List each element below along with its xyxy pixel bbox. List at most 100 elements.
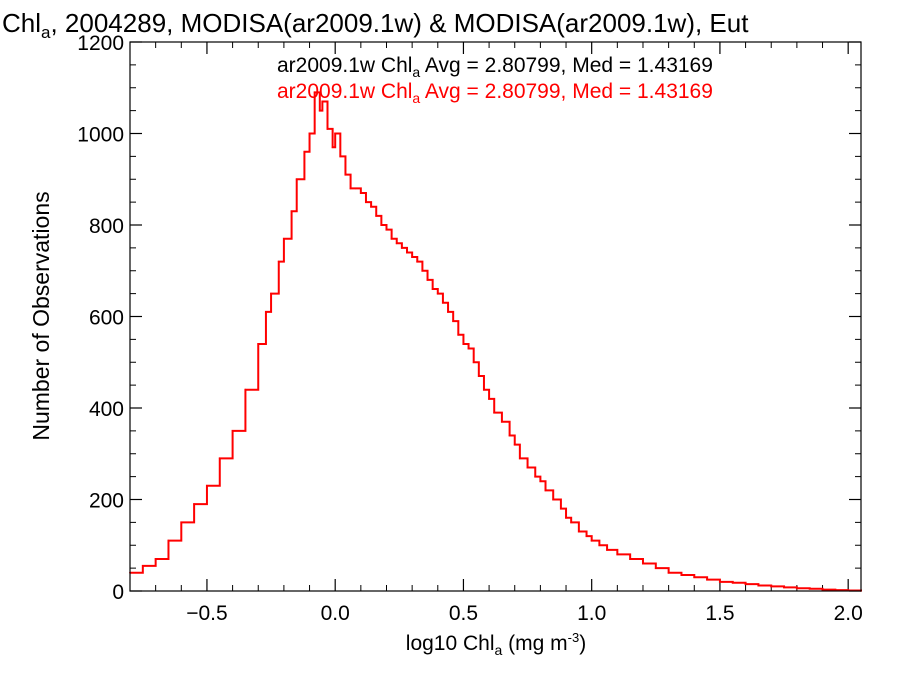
data-point: [370, 205, 373, 208]
data-point: [426, 279, 429, 281]
data-point: [257, 343, 260, 345]
x-label-text-units: (mg m: [502, 632, 567, 655]
data-point: [783, 586, 785, 589]
data-point: [629, 558, 632, 560]
data-point: [616, 553, 619, 556]
legend: ar2009.1w Chla Avg = 2.80799, Med = 1.43…: [277, 54, 713, 106]
data-point: [318, 109, 321, 112]
legend-entry: ar2009.1w Chla Avg = 2.80799, Med = 1.43…: [277, 80, 713, 106]
data-point: [654, 567, 657, 570]
data-point: [354, 187, 357, 190]
data-point: [154, 558, 157, 560]
data-point: [375, 214, 378, 217]
plot-frame: [129, 41, 862, 592]
data-point: [180, 521, 183, 524]
y-axis-label: Number of Observations: [28, 191, 54, 440]
data-point: [821, 588, 824, 591]
data-point: [770, 585, 773, 588]
data-point: [321, 100, 324, 103]
data-point: [359, 192, 362, 194]
data-point: [295, 178, 298, 181]
data-point: [331, 146, 334, 149]
data-point: [277, 260, 280, 263]
data-point: [141, 564, 144, 567]
data-point: [344, 173, 347, 176]
data-point: [570, 521, 573, 524]
data-point: [282, 237, 285, 240]
data-point: [447, 311, 449, 313]
legend-subscript: a: [412, 64, 420, 80]
data-point: [731, 581, 734, 584]
y-tick-label: 200: [89, 490, 124, 513]
data-point: [231, 429, 234, 432]
x-tick-label: 0.0: [321, 602, 350, 625]
y-axis: 0 200 400 600 800 1000 1200: [77, 32, 861, 604]
y-tick-label: 0: [112, 581, 124, 604]
data-point: [380, 224, 383, 226]
data-point: [757, 584, 760, 587]
data-point: [303, 150, 306, 153]
data-point: [416, 260, 419, 263]
data-point: [518, 457, 521, 460]
x-label-text-close: ): [579, 632, 586, 655]
data-point: [560, 507, 562, 510]
data-point: [365, 201, 367, 204]
x-axis: −0.5 0.0 0.5 1.0 1.5 2.0: [129, 42, 863, 625]
data-point: [218, 457, 221, 460]
data-point: [577, 530, 580, 533]
title-text: Chl: [2, 8, 41, 38]
data-point: [313, 91, 316, 94]
data-point: [534, 475, 537, 478]
data-point: [167, 539, 170, 542]
y-tick-label: 600: [89, 307, 124, 330]
legend-text: ar2009.1w Chl: [277, 54, 412, 77]
data-point: [472, 361, 475, 364]
legend-subscript: a: [412, 90, 420, 106]
data-point: [493, 411, 496, 414]
data-point: [508, 434, 511, 437]
data-point: [552, 498, 555, 501]
legend-text-rest: Avg = 2.80799, Med = 1.43169: [420, 80, 713, 103]
x-axis-label: log10 Chla (mg m-3): [406, 630, 586, 658]
data-point: [265, 311, 267, 313]
x-tick-label: −0.5: [186, 602, 227, 625]
data-point: [667, 571, 670, 574]
legend-entry: ar2009.1w Chla Avg = 2.80799, Med = 1.43…: [277, 54, 713, 80]
data-point: [334, 132, 337, 135]
data-point: [244, 388, 247, 391]
data-point: [680, 574, 683, 576]
data-point: [442, 301, 444, 304]
x-label-text: log10 Chl: [406, 632, 495, 655]
x-label-superscript: -3: [568, 630, 580, 645]
data-point: [565, 516, 567, 519]
x-tick-label: 1.0: [577, 602, 606, 625]
data-point: [488, 397, 490, 400]
data-point: [349, 187, 352, 190]
data-point: [590, 539, 593, 542]
y-tick-label: 400: [89, 398, 124, 421]
x-label-subscript: a: [495, 642, 503, 658]
data-point: [598, 544, 601, 547]
data-point: [406, 251, 408, 254]
data-point: [421, 269, 424, 272]
y-tick-label: 1200: [77, 32, 124, 55]
y-tick-label: 800: [89, 215, 124, 238]
data-point: [395, 242, 398, 245]
data-point: [326, 128, 329, 130]
title-text-rest: , 2004289, MODISA(ar2009.1w) & MODISA(ar…: [50, 8, 749, 38]
data-point: [431, 288, 434, 290]
data-point: [385, 228, 388, 231]
data-point: [483, 388, 485, 391]
data-point: [457, 333, 460, 336]
data-point: [270, 292, 272, 295]
data-point: [526, 466, 529, 469]
data-point: [808, 587, 811, 590]
data-point: [513, 443, 516, 446]
data-point: [719, 580, 721, 583]
data-point: [501, 420, 503, 423]
data-point: [744, 583, 747, 586]
x-tick-label: 1.5: [705, 602, 734, 625]
data-point: [400, 246, 403, 249]
data-point: [206, 484, 208, 487]
data-point: [390, 237, 393, 240]
